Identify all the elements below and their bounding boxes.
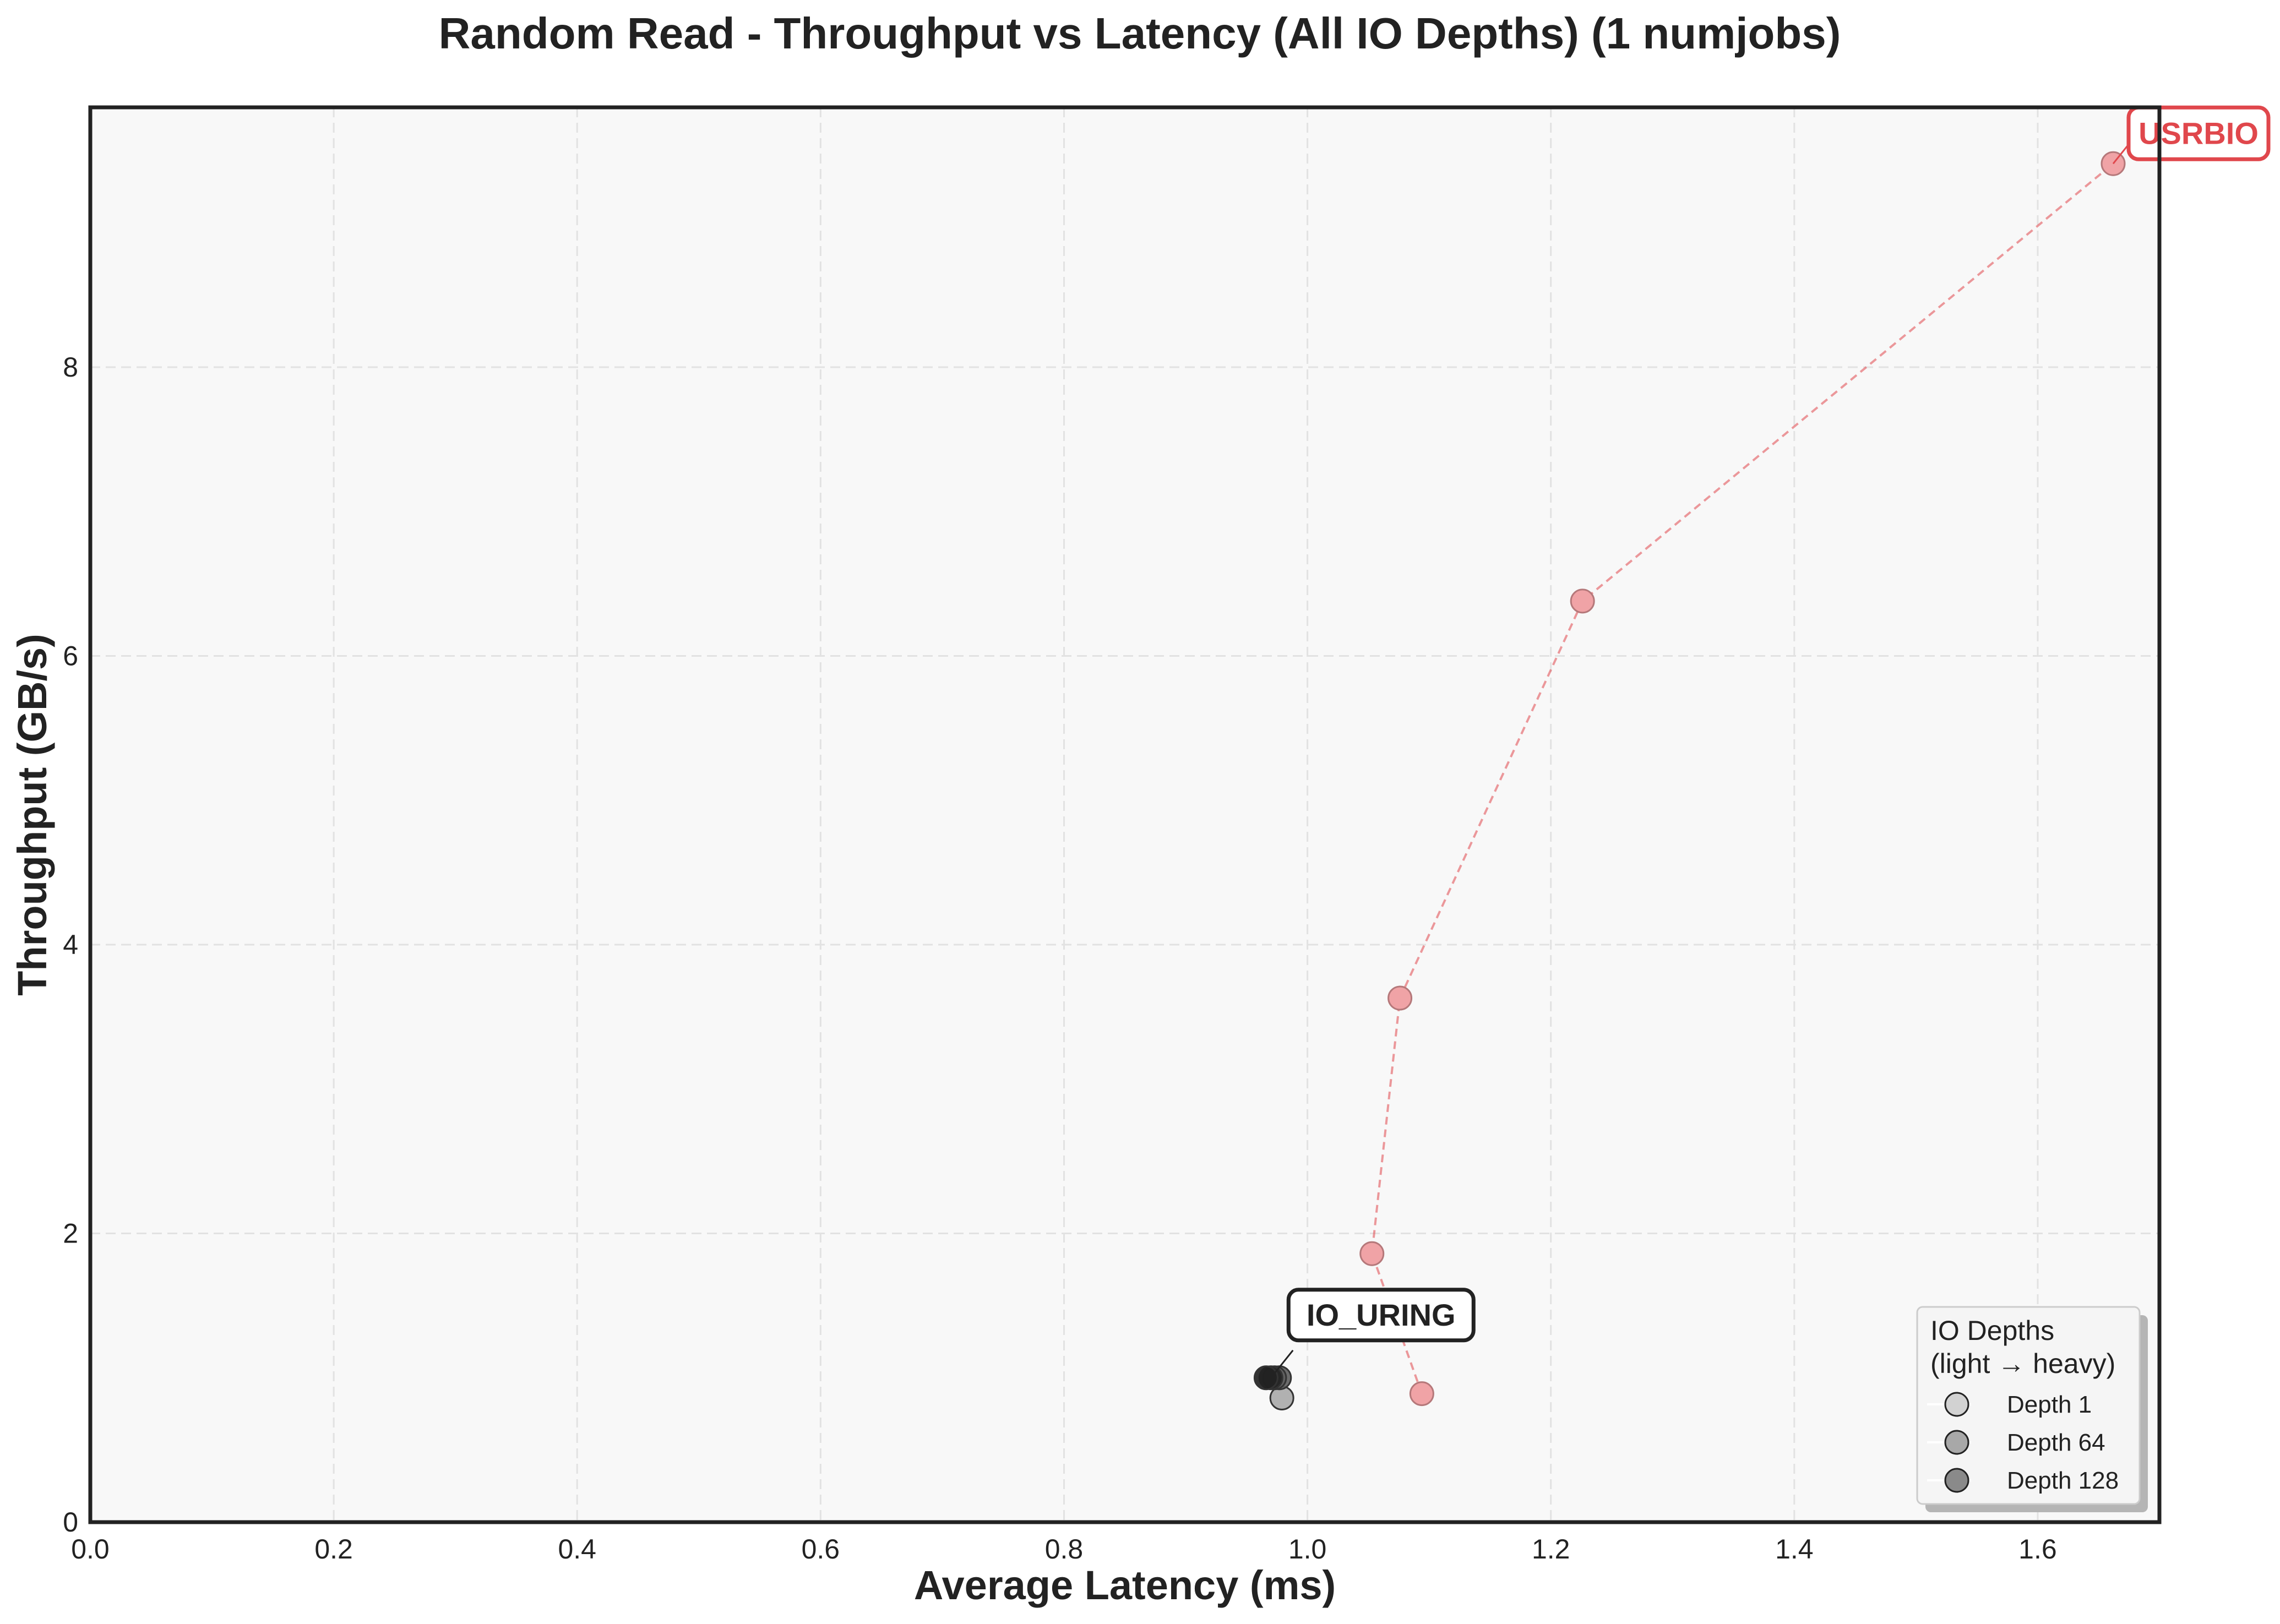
legend-entry-label: Depth 1 [2007, 1391, 2092, 1418]
chart-title: Random Read - Throughput vs Latency (All… [439, 9, 1841, 58]
legend: IO Depths (light → heavy) Depth 1 Depth 6… [1916, 1306, 2148, 1512]
usrbio-annotation-box [2126, 105, 2271, 161]
legend-marker [1944, 1430, 1969, 1455]
plot-frame [88, 105, 2162, 1524]
usrbio-point [1387, 985, 1413, 1011]
y-tick-label: 4 [63, 929, 78, 960]
x-tick-label: 1.6 [2018, 1534, 2057, 1565]
legend-box [1916, 1306, 2141, 1505]
ticks-layer: 0.0 0.2 0.4 0.6 0.8 1.0 1.2 1.4 1.6 0 2 4 6 8 [63, 352, 2057, 1565]
io-uring-annotation-box [1286, 1288, 1476, 1343]
x-tick-label: 0.4 [558, 1534, 596, 1565]
y-tick-label: 6 [63, 641, 78, 672]
io-uring-annotation-arrow [1270, 1349, 1294, 1378]
legend-entry-label: Depth 128 [2007, 1467, 2119, 1494]
x-tick-label: 0.2 [314, 1534, 353, 1565]
y-tick-label: 2 [63, 1218, 78, 1249]
x-axis-label: Average Latency (ms) [914, 1562, 1336, 1608]
points-layer [1253, 151, 2126, 1410]
y-tick-label: 8 [63, 352, 78, 383]
legend-title-line1: IO Depths [1930, 1315, 2054, 1346]
grid [89, 107, 2159, 1523]
legend-marker [1944, 1468, 1969, 1493]
x-tick-label: 1.2 [1532, 1534, 1570, 1565]
usrbio-point [1359, 1241, 1385, 1266]
usrbio-point [1409, 1381, 1434, 1407]
usrbio-point [1570, 588, 1595, 614]
x-tick-label: 0.6 [802, 1534, 840, 1565]
io-uring-annotation-label: IO_URING [1307, 1298, 1456, 1332]
io-uring-point [1253, 1365, 1278, 1391]
y-axis-label: Throughput (GB/s) [9, 634, 55, 996]
legend-marker [1944, 1392, 1969, 1417]
x-tick-label: 1.0 [1288, 1534, 1327, 1565]
y-tick-label: 0 [63, 1507, 78, 1538]
legend-entry-label: Depth 64 [2007, 1429, 2105, 1456]
x-tick-label: 0.8 [1045, 1534, 1084, 1565]
x-tick-label: 1.4 [1775, 1534, 1814, 1565]
plot-area [90, 107, 2159, 1522]
legend-title-line2: (light → heavy) [1930, 1348, 2115, 1379]
x-tick-label: 0.0 [71, 1534, 110, 1565]
usrbio-annotation-label: USRBIO [2138, 116, 2259, 150]
